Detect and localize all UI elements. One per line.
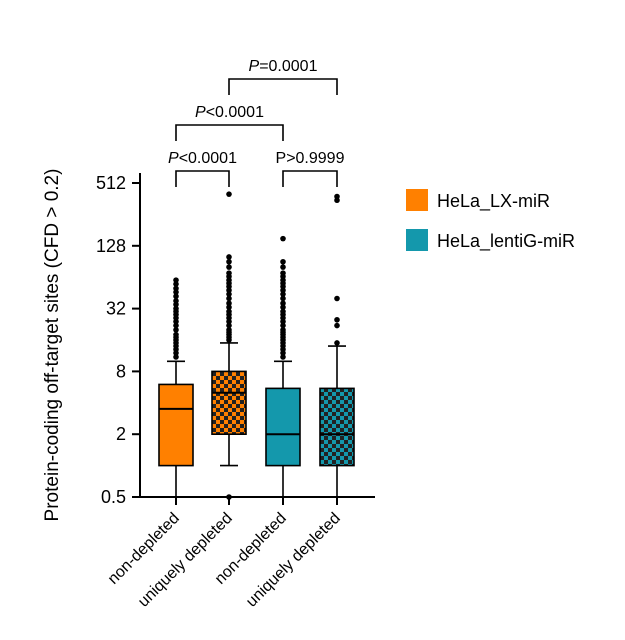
outlier-point: [173, 354, 179, 360]
outlier-point: [226, 191, 232, 197]
outlier-point: [173, 285, 179, 292]
legend-swatch-lentig: [406, 229, 428, 251]
boxes-layer: [158, 191, 355, 500]
outlier-point: [173, 277, 179, 283]
outlier-point: [334, 295, 340, 302]
outlier-point: [173, 322, 179, 329]
x-category-label: uniquely depleted: [243, 510, 344, 611]
outlier-point: [173, 305, 179, 312]
legend-label-lentig: HeLa_lentiG-miR: [437, 231, 575, 252]
y-tick-label: 32: [106, 299, 126, 319]
outlier-point: [334, 316, 340, 323]
p-value-label: P<0.0001: [168, 150, 237, 167]
iqr-box: [319, 387, 355, 467]
outlier-point: [280, 322, 286, 329]
outlier-point: [226, 322, 232, 329]
iqr-box: [265, 387, 301, 467]
p-value-label: P=0.0001: [249, 58, 318, 75]
outlier-point: [280, 327, 286, 333]
outlier-point: [280, 304, 286, 311]
iqr-box: [211, 370, 247, 435]
comparison-bracket: [175, 170, 230, 187]
outlier-point: [334, 322, 340, 329]
outlier-point: [226, 308, 232, 315]
box-1: [158, 277, 194, 497]
outlier-point: [226, 270, 232, 276]
outlier-point: [280, 258, 286, 265]
outlier-point: [226, 291, 232, 297]
y-tick-label: 128: [96, 236, 126, 256]
box-4: [319, 193, 355, 497]
p-value-label: P>0.9999: [276, 150, 345, 167]
outlier-point: [226, 304, 232, 311]
outlier-point: [280, 295, 286, 302]
outlier-point: [280, 354, 286, 360]
outlier-point: [226, 258, 232, 265]
outlier-point: [280, 235, 286, 242]
outlier-point: [173, 298, 179, 304]
y-tick-label: 0.5: [101, 487, 126, 507]
outlier-point: [226, 264, 232, 270]
iqr-box: [158, 383, 194, 467]
comparison-bracket: [175, 124, 284, 141]
comparison-bracket: [282, 170, 338, 187]
comparison-bracket: [228, 78, 338, 95]
y-tick-label: 512: [96, 173, 126, 193]
outlier-point: [280, 291, 286, 297]
p-value-label: P<0.0001: [195, 104, 264, 121]
outlier-point: [173, 331, 179, 338]
outlier-point: [226, 300, 232, 307]
comparison-2: P>0.9999: [276, 150, 345, 187]
outlier-point: [173, 327, 179, 333]
comparison-1: P<0.0001: [168, 150, 237, 187]
outlier-point: [280, 264, 286, 270]
outlier-point: [280, 270, 286, 276]
outlier-point: [280, 308, 286, 315]
comparisons-layer: P<0.0001 P>0.9999 P<0.0001 P=0.0001: [168, 58, 345, 187]
y-axis-label: Protein-coding off-target sites (CFD > 0…: [42, 169, 63, 522]
legend-swatch-lx: [406, 189, 428, 211]
outlier-point: [173, 281, 179, 287]
outlier-point: [173, 293, 179, 300]
y-tick-label: 2: [116, 424, 126, 444]
outlier-point: [334, 340, 340, 346]
x-category-label: uniquely depleted: [135, 510, 236, 611]
box-3: [265, 235, 301, 497]
box-2: [211, 191, 247, 500]
outlier-point: [226, 327, 232, 333]
outlier-point: [226, 254, 232, 260]
outlier-point: [280, 300, 286, 307]
comparison-4: P=0.0001: [228, 58, 338, 95]
y-tick-label: 8: [116, 361, 126, 381]
outlier-point: [334, 193, 340, 200]
comparison-3: P<0.0001: [175, 104, 284, 141]
legend-label-lx: HeLa_LX-miR: [437, 191, 550, 212]
outlier-point: [226, 295, 232, 302]
legend: HeLa_LX-miR HeLa_lentiG-miR: [406, 189, 575, 252]
